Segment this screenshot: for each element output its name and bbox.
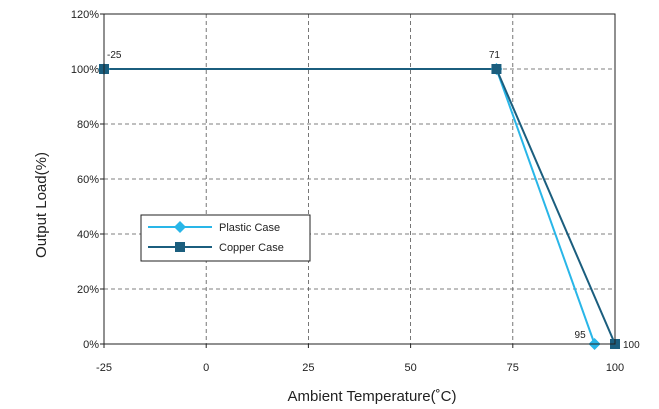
- series-line-plastic-case: [104, 68, 596, 345]
- y-tick-label-60: 60%: [77, 174, 99, 186]
- y-tick-label-0: 0%: [83, 339, 99, 351]
- x-tick-label-50: 50: [404, 362, 416, 374]
- x-tick-label-25: -25: [96, 362, 112, 374]
- y-tick-label-100: 100%: [71, 64, 99, 76]
- series-line-copper-case: [104, 68, 616, 345]
- grid: [104, 14, 615, 344]
- annotations: -25 71 95 100: [107, 50, 640, 351]
- tick-labels: -25 0 25 50 75 100 0% 20% 40% 60% 80% 100% 120%: [71, 9, 624, 374]
- annotation-100: 100: [623, 340, 640, 351]
- y-tick-label-120: 120%: [71, 9, 99, 21]
- y-tick-label-80: 80%: [77, 119, 99, 131]
- legend: Plastic Case Copper Case: [140, 214, 311, 262]
- y-tick-label-40: 40%: [77, 229, 99, 241]
- annotation-95: 95: [575, 330, 587, 341]
- series-point-copper-case-1: [491, 64, 502, 74]
- x-tick-label-25: 25: [302, 362, 314, 374]
- x-tick-label-0: 0: [203, 362, 209, 374]
- legend-marker-copper-case: [175, 242, 185, 252]
- series-layer: [98, 63, 620, 350]
- plot-frame: [103, 13, 616, 345]
- y-tick-label-20: 20%: [77, 284, 99, 296]
- x-tick-label-100: 100: [606, 362, 624, 374]
- x-axis-label: Ambient Temperature(˚C): [288, 388, 457, 405]
- legend-label-plastic-case: Plastic Case: [219, 222, 280, 234]
- annotation-25: -25: [107, 50, 122, 61]
- annotation-71: 71: [489, 50, 501, 61]
- legend-box: [140, 214, 311, 262]
- y-axis-label: Output Load(%): [33, 152, 50, 258]
- x-tick-label-75: 75: [507, 362, 519, 374]
- legend-label-copper-case: Copper Case: [219, 242, 284, 254]
- legend-marker-plastic-case: [174, 221, 186, 233]
